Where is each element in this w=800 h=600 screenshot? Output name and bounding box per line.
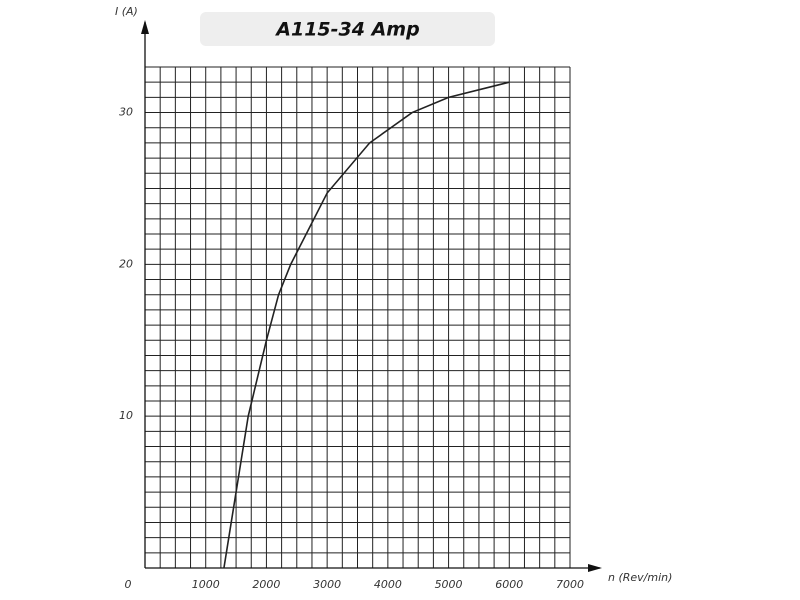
x-tick-label: 6000 [495,578,523,591]
x-axis-arrow [588,564,602,572]
x-tick-label: 3000 [313,578,341,591]
x-tick-label: 2000 [252,578,280,591]
y-tick-label: 20 [119,257,133,270]
y-tick-label: 0 [125,578,132,591]
x-tick-label: 5000 [435,578,463,591]
x-tick-label: 1000 [192,578,220,591]
x-tick-label: 4000 [374,578,402,591]
x-axis-label: n (Rev/min) [608,571,672,584]
y-tick-label: 30 [119,106,133,119]
y-axis-arrow [141,20,149,34]
x-tick-label: 7000 [556,578,584,591]
chart-title: A115-34 Amp [274,19,419,41]
y-tick-label: 10 [119,409,133,422]
curve [223,81,510,569]
y-axis-label: I (A) [115,5,138,18]
title-box [200,12,495,46]
